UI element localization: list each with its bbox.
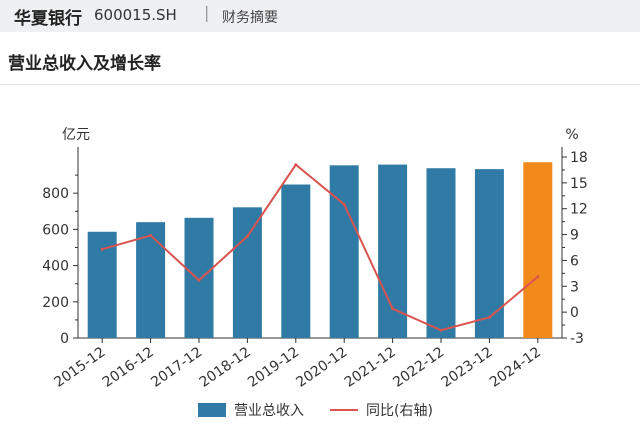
breadcrumb-separator: | <box>204 3 210 22</box>
stock-code: 600015.SH <box>94 6 177 24</box>
yoy-point-2019-12 <box>294 163 298 167</box>
yoy-point-2015-12 <box>100 247 104 251</box>
yoy-point-2020-12 <box>342 202 346 206</box>
bar-2018-12 <box>232 207 262 338</box>
right-tick-label: 15 <box>570 176 588 192</box>
right-tick-label: -3 <box>570 331 584 347</box>
x-tick-label: 2023-12 <box>439 344 496 391</box>
bar-2016-12 <box>136 222 166 338</box>
right-tick-label: 3 <box>570 279 579 295</box>
left-tick-label: 800 <box>42 186 69 202</box>
bar-2024-12 <box>523 162 553 338</box>
yoy-point-2017-12 <box>197 278 201 282</box>
yoy-point-2016-12 <box>149 233 153 237</box>
x-tick-label: 2015-12 <box>51 344 108 391</box>
x-tick-label: 2016-12 <box>100 344 157 391</box>
breadcrumb-financial-summary[interactable]: 财务摘要 <box>222 10 278 26</box>
legend-bar-swatch <box>198 403 226 417</box>
x-tick-label: 2018-12 <box>197 344 254 391</box>
right-tick-label: 18 <box>570 150 588 166</box>
yoy-point-2021-12 <box>391 307 395 311</box>
bar-2020-12 <box>329 165 359 338</box>
x-tick-label: 2020-12 <box>293 344 350 391</box>
x-tick-label: 2019-12 <box>245 344 302 391</box>
legend-line-label: 同比(右轴) <box>366 403 433 419</box>
section-header: 营业总收入及增长率 <box>0 32 640 85</box>
bar-2022-12 <box>426 168 456 338</box>
left-tick-label: 0 <box>60 331 69 347</box>
revenue-chart: 亿元 % 0 200 400 600 800 -3 0 3 6 9 12 15 18 2015-122016-… <box>42 127 588 419</box>
x-tick-label: 2021-12 <box>342 344 399 391</box>
yoy-point-2023-12 <box>487 315 491 319</box>
chart-area: 亿元% 0 200 400 600 800 -3 0 3 6 9 12 15 18 2015-12 2016-… <box>0 85 640 435</box>
right-tick-label: 6 <box>570 253 579 269</box>
x-tick-label: 2022-12 <box>390 344 447 391</box>
bar-2021-12 <box>378 164 408 338</box>
legend-bar-label: 营业总收入 <box>234 403 304 419</box>
bar-2023-12 <box>474 169 504 338</box>
yoy-growth-line <box>101 163 539 332</box>
yoy-point-2018-12 <box>245 234 249 238</box>
left-axis-unit: 亿元 <box>62 127 90 143</box>
right-axis-unit: % <box>565 127 578 143</box>
yoy-point-2022-12 <box>439 328 443 332</box>
section-title: 营业总收入及增长率 <box>8 54 161 74</box>
yoy-point-2024-12 <box>536 275 540 279</box>
x-tick-label: 2017-12 <box>148 344 205 391</box>
bar-2015-12 <box>87 231 117 338</box>
right-tick-label: 12 <box>570 202 588 218</box>
left-tick-label: 600 <box>42 222 69 238</box>
left-tick-label: 400 <box>42 259 69 275</box>
stock-name[interactable]: 华夏银行 <box>14 9 82 29</box>
right-tick-label: 9 <box>570 228 579 244</box>
top-bar: 华夏银行 600015.SH | 财务摘要 <box>0 0 640 32</box>
left-tick-label: 200 <box>42 295 69 311</box>
right-tick-label: 0 <box>570 305 579 321</box>
bar-2019-12 <box>281 184 311 338</box>
x-tick-label: 2024-12 <box>487 344 544 391</box>
bar-2017-12 <box>184 217 214 338</box>
